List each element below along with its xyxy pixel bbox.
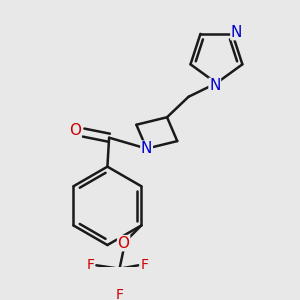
Text: F: F: [86, 258, 94, 272]
Text: N: N: [209, 78, 220, 93]
Text: O: O: [69, 123, 81, 138]
Text: F: F: [140, 258, 148, 272]
Text: N: N: [141, 141, 152, 156]
Text: F: F: [116, 288, 124, 300]
Text: O: O: [118, 236, 130, 251]
Text: N: N: [231, 25, 242, 40]
